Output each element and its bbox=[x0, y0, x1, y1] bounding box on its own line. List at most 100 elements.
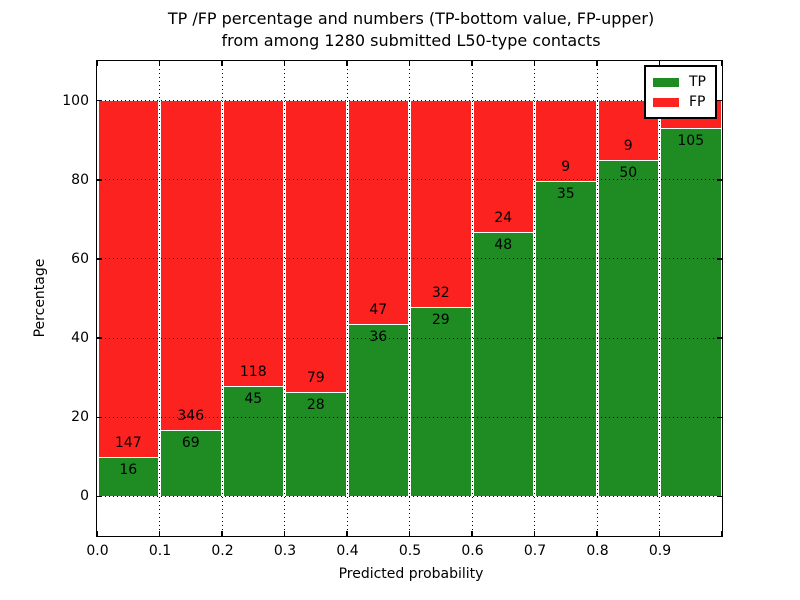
y-tick-label: 100 bbox=[62, 92, 89, 109]
y-tick-label: 40 bbox=[71, 330, 89, 347]
y-axis-label: Percentage bbox=[32, 258, 48, 338]
bars-layer bbox=[97, 61, 722, 536]
x-tick-mark bbox=[158, 531, 161, 536]
tp-bar-segment bbox=[473, 232, 533, 497]
fp-count-label: 9 bbox=[623, 137, 633, 154]
tp-bar-segment bbox=[661, 128, 721, 497]
y-tick-mark bbox=[97, 495, 102, 498]
y-tick-mark bbox=[97, 337, 102, 339]
legend-entry-tp: TP bbox=[653, 72, 706, 92]
fp-count-label: 32 bbox=[431, 285, 450, 302]
x-tick-mark bbox=[283, 61, 286, 66]
fp-legend-label: FP bbox=[689, 94, 706, 110]
vertical-gridlines bbox=[97, 61, 722, 536]
x-tick-mark bbox=[96, 61, 98, 66]
fp-count-label: 24 bbox=[494, 209, 513, 226]
fp-bar-segment bbox=[223, 100, 283, 388]
x-tick-label: 0.8 bbox=[586, 543, 609, 559]
y-tick-label: 80 bbox=[71, 171, 89, 188]
horizontal-gridline bbox=[97, 416, 722, 418]
vertical-gridline bbox=[471, 61, 473, 536]
chart-title-line1: TP /FP percentage and numbers (TP-bottom… bbox=[167, 9, 655, 28]
fp-bar-segment bbox=[411, 100, 471, 309]
x-tick-label: 0.2 bbox=[211, 543, 234, 559]
tp-count-label: 35 bbox=[556, 185, 575, 202]
x-tick-mark bbox=[596, 61, 598, 66]
y-tick-mark bbox=[717, 416, 722, 418]
tp-count-label: 28 bbox=[306, 396, 325, 413]
fp-count-label: 79 bbox=[306, 369, 325, 386]
legend: TP FP bbox=[644, 65, 717, 119]
tp-legend-swatch bbox=[653, 77, 679, 87]
y-tick-mark bbox=[717, 495, 722, 498]
horizontal-gridline bbox=[97, 179, 722, 181]
horizontal-gridline bbox=[97, 495, 722, 497]
tp-bar-segment bbox=[223, 387, 283, 497]
x-tick-mark bbox=[658, 531, 661, 536]
y-tick-mark bbox=[97, 258, 102, 260]
tp-bar-segment bbox=[536, 181, 596, 497]
vertical-gridline bbox=[409, 61, 410, 536]
x-tick-label: 0.3 bbox=[273, 543, 297, 559]
x-tick-mark bbox=[221, 531, 223, 536]
chart-title: TP /FP percentage and numbers (TP-bottom… bbox=[96, 8, 726, 52]
y-tick-mark bbox=[717, 337, 722, 339]
tp-count-label: 69 bbox=[181, 434, 200, 451]
tp-bar-segment bbox=[598, 160, 658, 497]
x-tick-mark bbox=[283, 531, 286, 536]
x-tick-mark bbox=[533, 531, 536, 536]
y-tick-label: 60 bbox=[71, 250, 89, 267]
x-tick-mark bbox=[96, 531, 98, 536]
x-tick-label: 0.1 bbox=[148, 543, 172, 559]
x-tick-label: 0.7 bbox=[523, 543, 547, 559]
y-tick-mark bbox=[97, 99, 102, 102]
tp-count-label: 48 bbox=[494, 236, 513, 253]
fp-bar-segment bbox=[98, 100, 158, 458]
fp-legend-swatch bbox=[653, 97, 679, 107]
x-tick-label: 0.0 bbox=[86, 543, 109, 559]
fp-count-label: 147 bbox=[114, 434, 142, 451]
y-tick-mark bbox=[97, 179, 102, 181]
tp-count-label: 16 bbox=[119, 461, 138, 478]
y-tick-mark bbox=[717, 99, 722, 102]
x-tick-label: 0.9 bbox=[648, 543, 672, 559]
x-tick-mark bbox=[596, 531, 598, 536]
tp-bar-segment bbox=[348, 324, 408, 497]
x-tick-mark bbox=[408, 61, 411, 66]
vertical-gridline bbox=[659, 61, 660, 536]
vertical-gridline bbox=[534, 61, 535, 536]
fp-count-label: 47 bbox=[369, 301, 388, 318]
x-tick-mark bbox=[658, 61, 661, 66]
x-tick-label: 0.6 bbox=[461, 543, 484, 559]
tp-bar-segment bbox=[161, 430, 221, 497]
tp-count-label: 36 bbox=[369, 328, 388, 345]
x-tick-mark bbox=[408, 531, 411, 536]
x-axis-label: Predicted probability bbox=[338, 566, 484, 582]
x-tick-mark bbox=[221, 61, 223, 66]
tp-legend-label: TP bbox=[689, 74, 706, 90]
x-tick-label: 0.4 bbox=[336, 543, 359, 559]
horizontal-gridline bbox=[97, 337, 722, 339]
x-tick-mark bbox=[158, 61, 161, 66]
y-tick-label: 20 bbox=[71, 409, 89, 426]
x-tick-mark bbox=[346, 61, 348, 66]
y-tick-mark bbox=[97, 416, 102, 418]
horizontal-gridline bbox=[97, 100, 722, 102]
vertical-gridline bbox=[284, 61, 285, 536]
vertical-gridline bbox=[346, 61, 348, 536]
count-labels-layer: 16 147 69 346 45 118 28 79 36 47 29 32 48 24 35 9 50 9 105… bbox=[97, 61, 722, 536]
fp-bar-segment bbox=[348, 100, 408, 325]
x-tick-mark bbox=[533, 61, 536, 66]
tp-count-label: 29 bbox=[431, 312, 450, 329]
chart-title-line2: from among 1280 submitted L50-type conta… bbox=[221, 31, 601, 50]
fp-bar-segment bbox=[286, 100, 346, 393]
tp-bar-segment bbox=[286, 392, 346, 497]
x-tick-mark bbox=[346, 531, 348, 536]
horizontal-gridlines bbox=[96, 61, 723, 536]
x-tick-mark bbox=[471, 531, 473, 536]
x-tick-mark bbox=[721, 61, 723, 66]
fp-count-label: 346 bbox=[177, 407, 205, 424]
tp-bar-segment bbox=[98, 457, 158, 497]
y-tick-label: 0 bbox=[80, 488, 89, 505]
